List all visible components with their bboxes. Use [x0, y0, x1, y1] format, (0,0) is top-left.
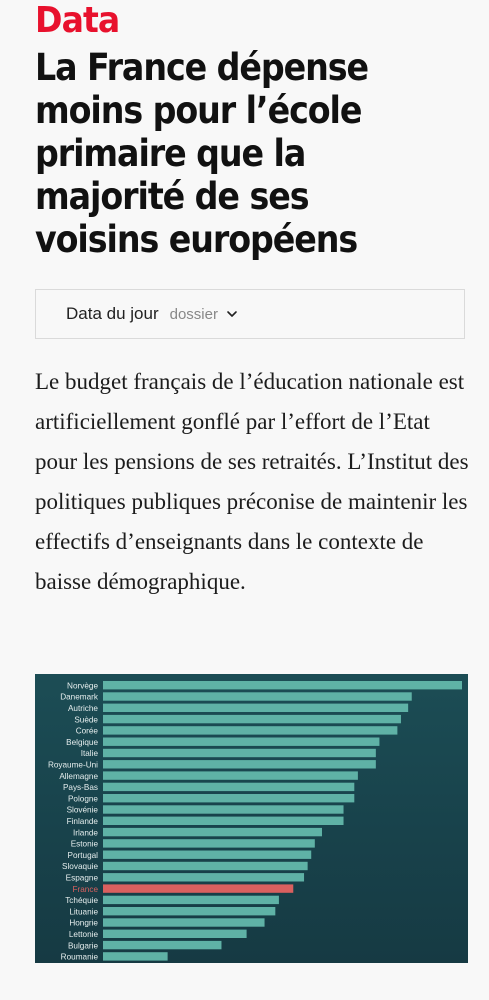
bar-chart: Norvège Danemark Autriche Suède Corée Belgiqu… — [35, 674, 468, 963]
tag-name[interactable]: Data du jour — [66, 304, 159, 323]
bar-label: Finlande — [67, 817, 99, 826]
bar — [103, 681, 462, 690]
bar-chart-svg: Norvège Danemark Autriche Suède Corée Belgiqu… — [48, 681, 462, 962]
bar-label: Autriche — [68, 704, 98, 713]
bar-label: Suède — [74, 715, 98, 724]
bar-label: Belgique — [66, 738, 98, 747]
bar — [103, 816, 344, 825]
bar — [103, 703, 409, 712]
bar — [103, 805, 344, 814]
article-lead: Le budget français de l’éducation nation… — [35, 369, 469, 594]
bar-label: Slovénie — [67, 806, 99, 815]
bar — [103, 907, 276, 916]
bar — [103, 794, 355, 803]
bar — [103, 760, 376, 769]
bar — [103, 850, 312, 859]
chevron-down-icon[interactable] — [226, 308, 238, 320]
bar-label: Tchéquie — [65, 896, 98, 905]
bar-label: Lituanie — [69, 907, 98, 916]
bar — [103, 737, 380, 746]
bar-label: Norvège — [67, 681, 98, 690]
bar-label: Hongrie — [69, 919, 98, 928]
bar-label: Royaume-Uni — [48, 761, 98, 770]
bar — [103, 940, 222, 950]
bar — [103, 929, 247, 938]
section-kicker[interactable]: Data — [35, 0, 120, 41]
bar-label: Pays-Bas — [63, 783, 98, 792]
bar-label: Bulgarie — [68, 941, 98, 950]
bar-label: Danemark — [60, 693, 99, 702]
bar — [103, 895, 279, 905]
bar-label: Pologne — [68, 794, 98, 803]
bar-label: Portugal — [68, 851, 99, 860]
bar-label: Espagne — [66, 874, 99, 883]
bar-label: Corée — [76, 727, 99, 736]
bar-label: Italie — [81, 749, 99, 758]
bar — [103, 748, 376, 758]
bar — [103, 839, 315, 848]
bar — [103, 873, 305, 882]
bar-label: Lettonie — [69, 930, 99, 939]
tag-bar[interactable]: Data du jour dossier — [35, 289, 465, 339]
bar-label: Allemagne — [59, 772, 98, 781]
bar-label: Slovaquie — [62, 862, 98, 871]
bar — [103, 782, 355, 792]
tag-type: dossier — [169, 305, 218, 323]
bar-highlight — [103, 884, 294, 893]
bar — [103, 952, 168, 961]
bar — [103, 726, 398, 735]
bar-label: Estonie — [71, 840, 99, 849]
bar — [103, 771, 358, 780]
bar — [103, 692, 412, 701]
bar — [103, 861, 308, 871]
bar — [103, 827, 322, 837]
bar — [103, 918, 265, 927]
bar-label: Irlande — [73, 828, 98, 837]
bar — [103, 714, 401, 724]
bar-label: France — [73, 885, 99, 894]
article-title: La France dépense moins pour l’école pri… — [35, 46, 369, 261]
bar-label: Roumanie — [61, 953, 99, 962]
